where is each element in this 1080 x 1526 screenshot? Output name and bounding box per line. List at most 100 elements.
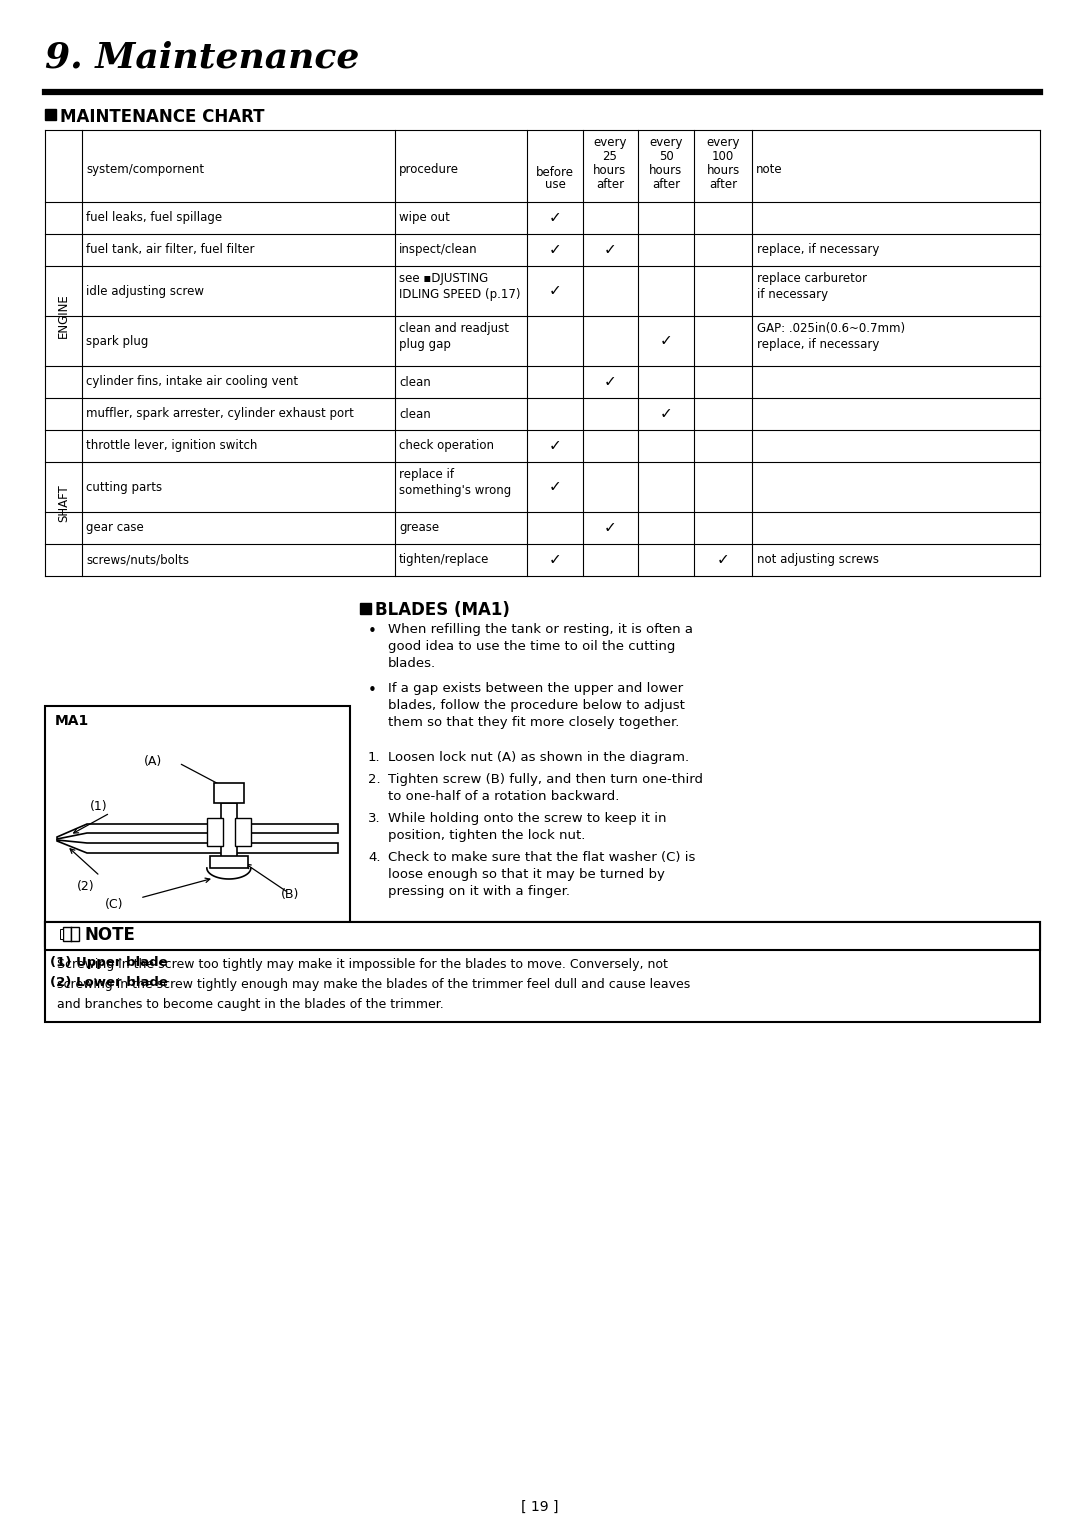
Text: When refilling the tank or resting, it is often a: When refilling the tank or resting, it i… (388, 623, 693, 636)
Text: something's wrong: something's wrong (399, 484, 511, 497)
Text: before: before (536, 166, 573, 179)
Bar (45, 707, 350, 946)
Text: check operation: check operation (399, 439, 494, 453)
Text: (C): (C) (105, 897, 123, 911)
Text: •: • (368, 684, 377, 697)
Text: Check to make sure that the flat washer (C) is: Check to make sure that the flat washer … (388, 852, 696, 864)
Text: hours: hours (649, 163, 683, 177)
Bar (45, 108, 56, 121)
Bar (214, 783, 244, 803)
Bar (207, 818, 222, 845)
Text: Loosen lock nut (A) as shown in the diagram.: Loosen lock nut (A) as shown in the diag… (388, 751, 689, 765)
Text: 100: 100 (712, 150, 734, 163)
Text: MAINTENANCE CHART: MAINTENANCE CHART (60, 108, 265, 127)
Text: cylinder fins, intake air cooling vent: cylinder fins, intake air cooling vent (86, 375, 298, 389)
Text: 4.: 4. (368, 852, 380, 864)
Text: idle adjusting screw: idle adjusting screw (86, 284, 204, 298)
Text: (1): (1) (90, 800, 108, 813)
Text: replace, if necessary: replace, if necessary (757, 244, 879, 256)
Text: 2.: 2. (368, 774, 380, 786)
Text: if necessary: if necessary (757, 288, 828, 301)
Text: (2) Lower blade: (2) Lower blade (50, 977, 167, 989)
Text: position, tighten the lock nut.: position, tighten the lock nut. (388, 829, 585, 842)
Bar (220, 803, 237, 865)
Text: clean: clean (399, 375, 431, 389)
Text: Screwing in the screw too tightly may make it impossible for the blades to move.: Screwing in the screw too tightly may ma… (57, 958, 667, 971)
Text: and branches to become caught in the blades of the trimmer.: and branches to become caught in the bla… (57, 998, 444, 1012)
Text: use: use (544, 179, 566, 191)
Text: system/compornent: system/compornent (86, 163, 204, 175)
Text: (A): (A) (144, 755, 162, 768)
Text: throttle lever, ignition switch: throttle lever, ignition switch (86, 439, 257, 453)
Text: not adjusting screws: not adjusting screws (757, 554, 879, 566)
Text: ✓: ✓ (660, 406, 673, 421)
Text: SHAFT: SHAFT (57, 484, 70, 522)
Text: blades.: blades. (388, 658, 436, 670)
Text: hours: hours (593, 163, 626, 177)
Text: replace carburetor: replace carburetor (757, 272, 867, 285)
Text: clean and readjust: clean and readjust (399, 322, 509, 336)
Text: Tighten screw (B) fully, and then turn one-third: Tighten screw (B) fully, and then turn o… (388, 774, 703, 786)
Text: (1) Upper blade: (1) Upper blade (50, 955, 167, 969)
Text: 1.: 1. (368, 751, 380, 765)
Text: every: every (649, 136, 683, 150)
Text: ✓: ✓ (549, 479, 562, 494)
Text: inspect/clean: inspect/clean (399, 244, 477, 256)
Text: While holding onto the screw to keep it in: While holding onto the screw to keep it … (388, 812, 666, 826)
Text: plug gap: plug gap (399, 337, 450, 351)
Text: ✓: ✓ (549, 284, 562, 299)
Bar (210, 856, 247, 868)
Text: (B): (B) (281, 888, 299, 900)
Text: MA1: MA1 (55, 714, 90, 728)
Text: BLADES (MA1): BLADES (MA1) (375, 601, 510, 620)
Text: GAP: .025in(0.6~0.7mm): GAP: .025in(0.6~0.7mm) (757, 322, 905, 336)
Text: ✓: ✓ (549, 211, 562, 226)
Text: screws/nuts/bolts: screws/nuts/bolts (86, 554, 189, 566)
Text: after: after (708, 179, 737, 191)
Text: 3.: 3. (368, 812, 380, 826)
Text: ✓: ✓ (717, 552, 729, 568)
Text: them so that they fit more closely together.: them so that they fit more closely toget… (388, 716, 679, 729)
Text: hours: hours (706, 163, 740, 177)
Text: [ 19 ]: [ 19 ] (522, 1500, 558, 1514)
Text: pressing on it with a finger.: pressing on it with a finger. (388, 885, 570, 897)
Text: after: after (652, 179, 680, 191)
Text: tighten/replace: tighten/replace (399, 554, 489, 566)
Bar (71, 926, 79, 942)
Text: ✓: ✓ (604, 374, 617, 389)
Text: 9. Maintenance: 9. Maintenance (45, 41, 360, 75)
Text: 50: 50 (659, 150, 673, 163)
Text: ✓: ✓ (604, 243, 617, 258)
Text: procedure: procedure (399, 163, 459, 175)
Text: muffler, spark arrester, cylinder exhaust port: muffler, spark arrester, cylinder exhaus… (86, 407, 354, 421)
Text: every: every (593, 136, 626, 150)
Text: replace, if necessary: replace, if necessary (757, 337, 879, 351)
Text: •: • (368, 624, 377, 639)
Text: replace if: replace if (399, 468, 454, 481)
Text: gear case: gear case (86, 522, 144, 534)
Bar (234, 818, 251, 845)
Text: IDLING SPEED (p.17): IDLING SPEED (p.17) (399, 288, 521, 301)
Text: note: note (756, 163, 783, 175)
Text: ENGINE: ENGINE (57, 293, 70, 339)
Text: good idea to use the time to oil the cutting: good idea to use the time to oil the cut… (388, 639, 675, 653)
Bar (63, 926, 71, 942)
Text: 25: 25 (603, 150, 618, 163)
Text: (2): (2) (77, 881, 95, 893)
Bar (45, 922, 1040, 951)
Text: spark plug: spark plug (86, 334, 148, 348)
Text: ✓: ✓ (660, 334, 673, 348)
Text: ✓: ✓ (549, 243, 562, 258)
Text: ✓: ✓ (549, 552, 562, 568)
Bar (60, 929, 63, 938)
Text: cutting parts: cutting parts (86, 481, 162, 493)
Text: wipe out: wipe out (399, 212, 450, 224)
Text: If a gap exists between the upper and lower: If a gap exists between the upper and lo… (388, 682, 684, 694)
Text: clean: clean (399, 407, 431, 421)
Text: ✓: ✓ (549, 438, 562, 453)
Polygon shape (57, 839, 338, 853)
Polygon shape (57, 824, 338, 839)
Bar (45, 922, 1040, 1022)
Text: ✓: ✓ (604, 520, 617, 536)
Text: screwing in the screw tightly enough may make the blades of the trimmer feel dul: screwing in the screw tightly enough may… (57, 978, 690, 990)
